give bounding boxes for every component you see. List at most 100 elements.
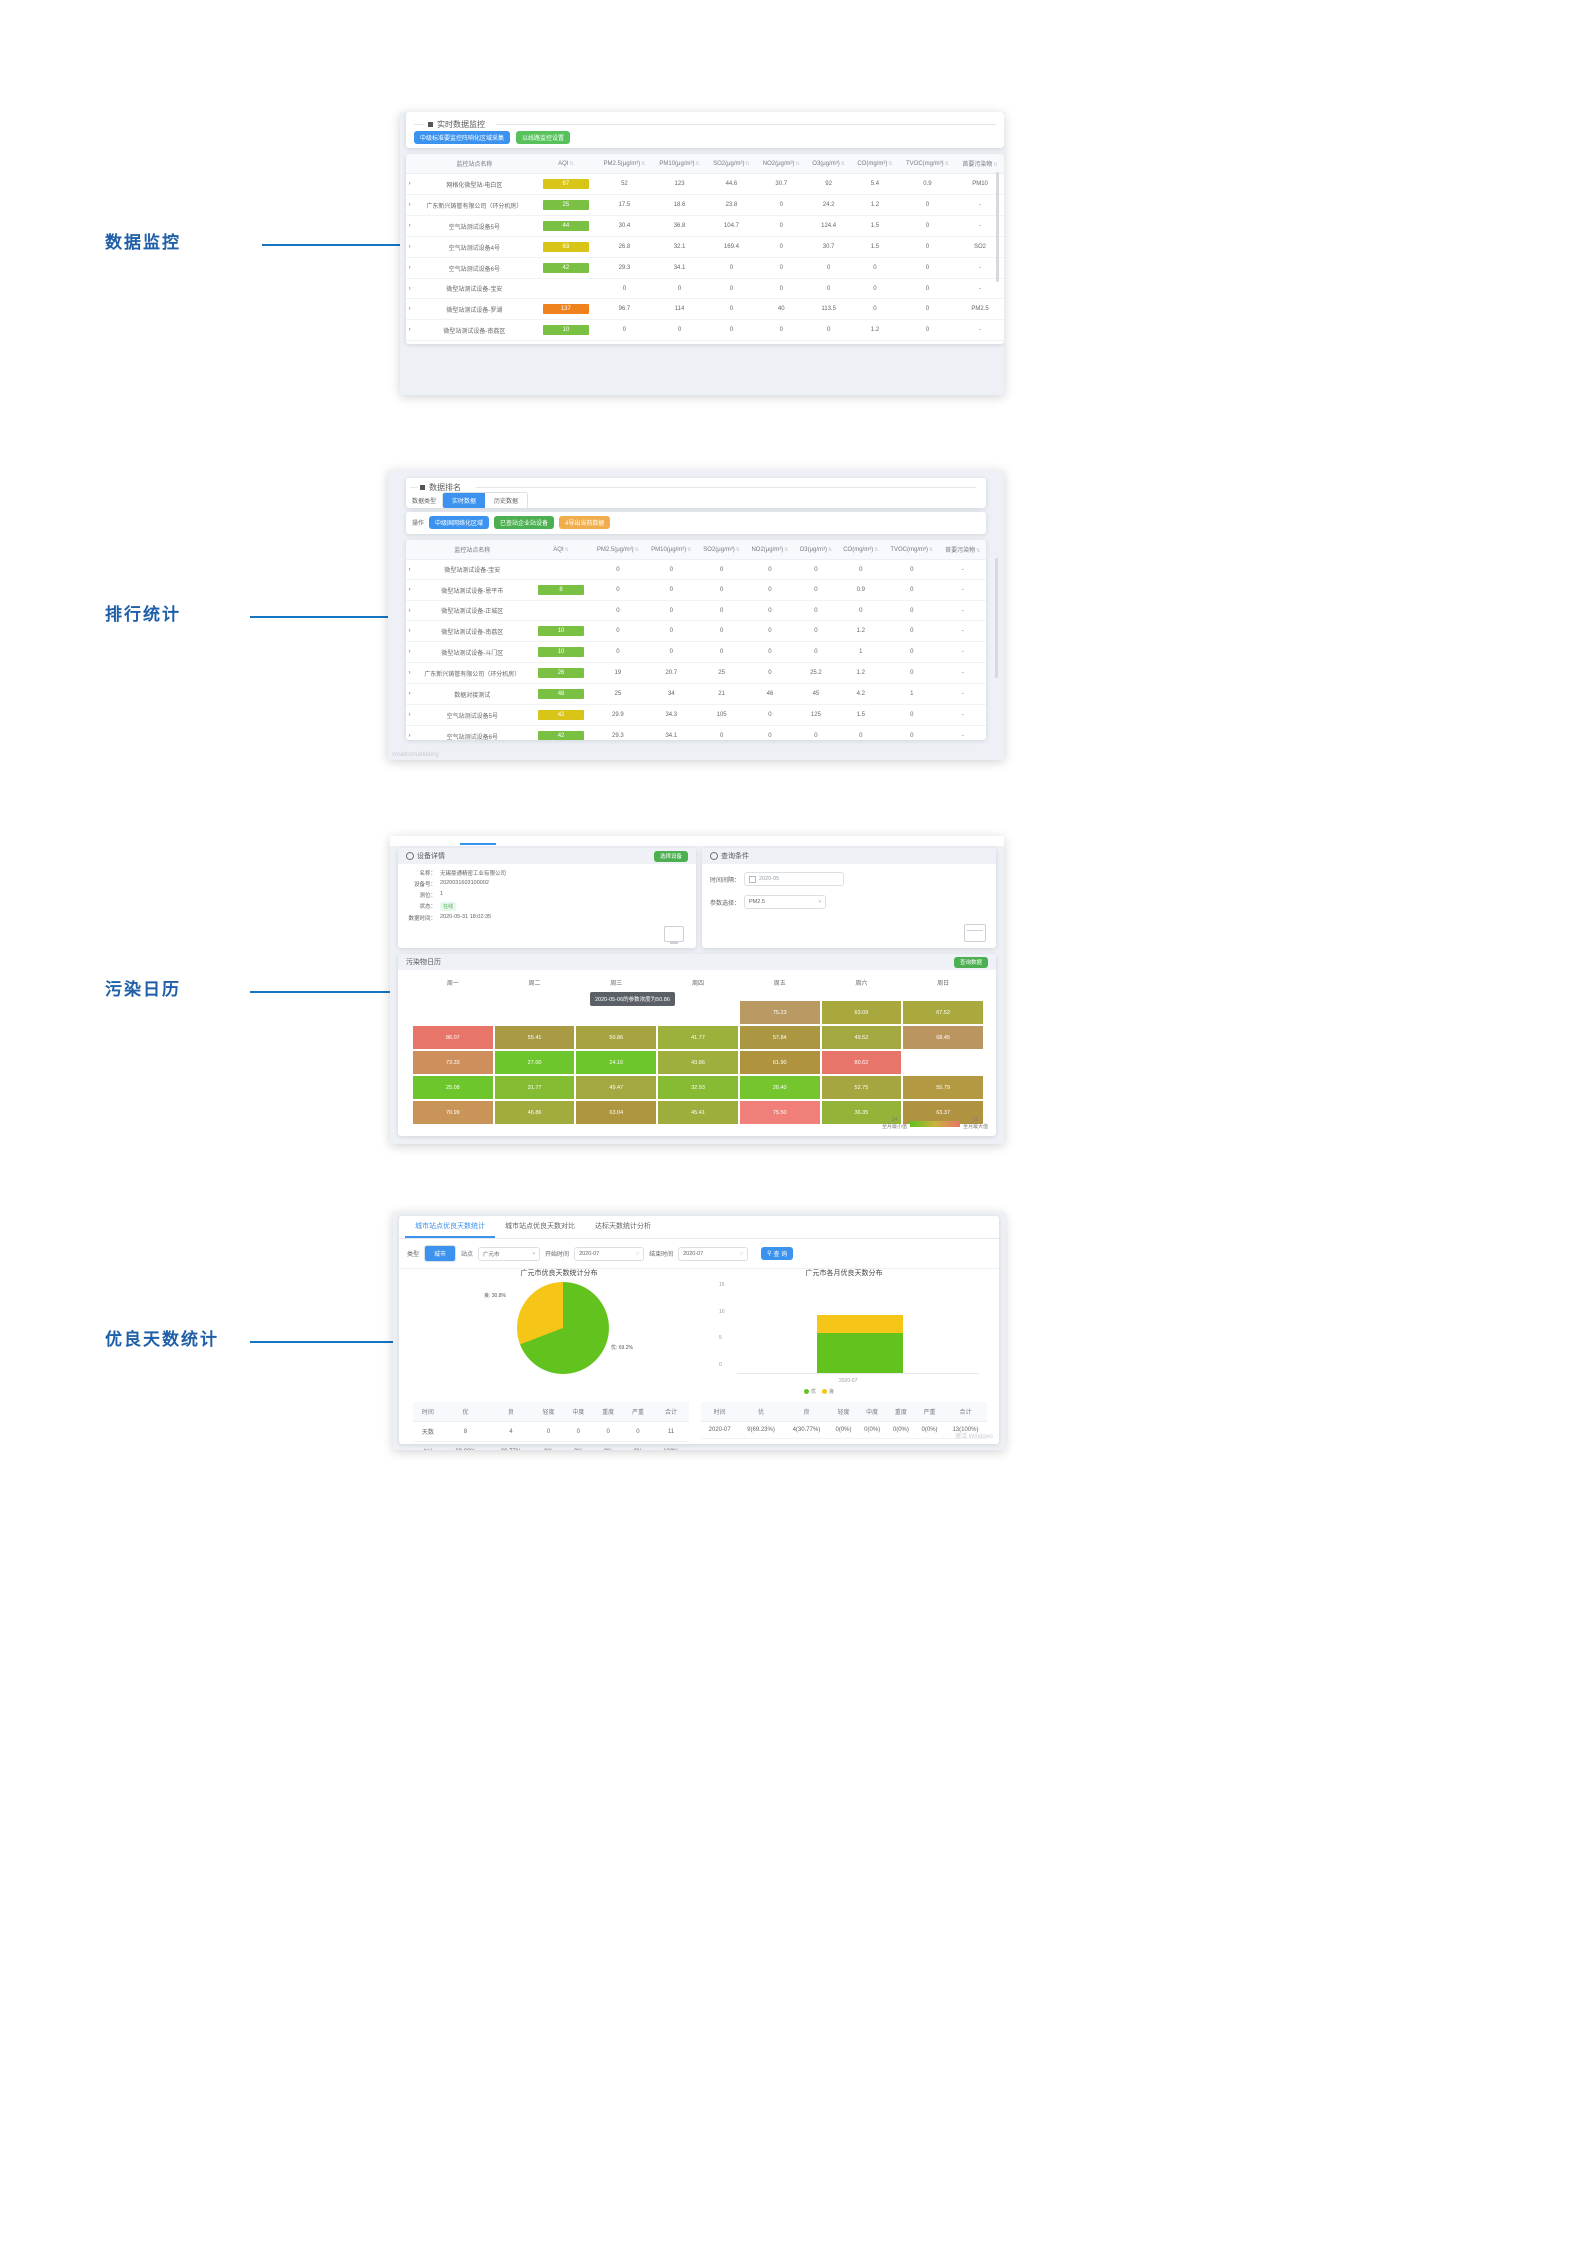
data-type-segmented[interactable]: 实时数据 历史数据 [442,492,529,509]
calendar-cell[interactable]: 57.84 [738,1025,821,1050]
table-row[interactable]: › 网格化微型站-电白区 87 52 123 44.6 30.7 92 5.4 0.9 PM10 [406,173,1004,195]
calendar-cell[interactable]: 32.93 [657,1075,739,1100]
row-expander[interactable]: › [406,340,414,344]
bar-stack-2020-07[interactable] [817,1315,903,1373]
calendar-cell[interactable]: 27.00 [493,1050,576,1075]
table-col-4[interactable]: SO2(μg/m³)⇅ [706,154,757,174]
calendar-cell[interactable]: 28.40 [738,1075,821,1100]
op-enterprise-button[interactable]: 已查站企业站设备 [494,516,555,529]
table-col-6[interactable]: O3(μg/m³)⇅ [794,540,838,560]
sort-icon[interactable]: ⇅ [784,546,789,553]
sort-icon[interactable]: ⇅ [569,160,574,167]
table-col-6[interactable]: O3(μg/m³)⇅ [806,154,852,174]
row-expander[interactable]: › [406,725,414,740]
calendar-cell[interactable]: 46.86 [493,1100,576,1125]
seg-realtime[interactable]: 实时数据 [443,493,486,508]
filter-station-select[interactable]: 广元市 ▾ [478,1246,541,1261]
select-device-button[interactable]: 选择设备 [653,850,688,862]
row-expander[interactable]: › [406,319,414,341]
calendar-cell[interactable] [412,1000,494,1025]
table-row[interactable]: › 微型站测试设备-南荔区 10 0 0 0 0 0 1.2 0- [406,620,986,642]
sort-icon[interactable]: ⇅ [874,546,879,553]
table-col-8[interactable]: TVOC(mg/m³)⇅ [884,540,940,560]
query-data-button[interactable]: 查询数据 [953,956,988,968]
calendar-cell[interactable]: 31.77 [493,1075,576,1100]
table-col-4[interactable]: SO2(μg/m³)⇅ [697,540,746,560]
search-button[interactable]: ⚲ 查 询 [761,1247,794,1260]
tab-城市站点优良天数统计[interactable]: 城市站点优良天数统计 [405,1216,495,1238]
region-collect-button[interactable]: 中级标准要监控阵响化区域采集 [414,131,511,144]
sort-icon[interactable]: ⇅ [634,546,639,553]
row-expander[interactable]: › [406,579,414,601]
calendar-cell[interactable]: 43.86 [657,1050,739,1075]
table-col-9[interactable]: 首要污染物⇅ [939,540,986,560]
calendar-cell[interactable] [902,1050,984,1075]
table-row[interactable]: › 微型站测试设备-南荔区 10 0 0 0 0 0 1.2 0- [406,319,1004,341]
sort-icon[interactable]: ⇅ [976,548,981,554]
legend-item-良[interactable]: 良 [822,1388,834,1395]
sort-icon[interactable]: ⇅ [695,160,700,167]
sort-icon[interactable]: ⇅ [745,160,750,167]
calendar-cell[interactable]: 52.75 [820,1075,903,1100]
tab-达标天数统计分析[interactable]: 达标天数统计分析 [595,1223,651,1230]
table-row[interactable]: › 数据对接测试 48 25 34 21 46 45 4.2 1- [406,683,986,705]
calendar-cell[interactable]: 61.90 [738,1050,821,1075]
row-expander[interactable]: › [406,641,414,663]
calendar-cell[interactable]: 73.33 [412,1050,494,1075]
calendar-cell[interactable]: 36.35 [820,1100,903,1125]
calendar-cell[interactable]: 50.86 [575,1025,658,1050]
table-col-0[interactable]: 监控站点名称 [413,540,532,560]
table-col-9[interactable]: 首要污染物⇅ [956,154,1004,174]
table-row[interactable]: › 广东新兴铸管有限公司（环分机房） 25 17.5 18.6 23.8 0 24.2 1.2 0… [406,194,1004,216]
calendar-cell[interactable] [494,1000,576,1025]
row-expander[interactable]: › [406,194,414,216]
vertical-scrollbar-1[interactable] [996,172,999,282]
param-select-input[interactable]: PM2.5 ▾ [744,895,827,909]
seg-history[interactable]: 历史数据 [485,493,528,508]
row-expander[interactable]: › [406,215,414,237]
legend-item-优[interactable]: 优 [804,1388,816,1395]
calendar-cell[interactable]: 70.99 [412,1100,494,1125]
calendar-cell[interactable]: 49.47 [575,1075,658,1100]
sort-icon[interactable]: ⇅ [993,162,998,168]
table-col-0[interactable]: 监控站点名称 [413,154,536,174]
table-row[interactable]: › 微型站测试设备-正城区 0 0 0 0 0 0 0- [406,600,986,621]
row-expander[interactable]: › [406,683,414,705]
row-expander[interactable]: › [406,278,414,299]
table-row[interactable]: › 微型站测试设备-罗湖 137 96.7 114 0 40 113.5 0 0 PM2.5 [406,298,1004,320]
table-row[interactable]: › 广东新兴铸管有限公司（环分机房） 26 19 20.7 25 0 25.2 1.2 0- [406,662,986,684]
table-col-5[interactable]: NO2(μg/m³)⇅ [756,154,807,174]
table-col-2[interactable]: PM2.5(μg/m³)⇅ [596,154,653,174]
calendar-cell[interactable]: 75.23 [738,1000,821,1025]
sort-icon[interactable]: ⇅ [840,160,845,167]
row-expander[interactable]: › [406,257,414,279]
table-row[interactable]: › 微型站测试设备-宝安 0 0 0 0 0 0 0- [406,278,1004,299]
table-col-3[interactable]: PM10(μg/m³)⇅ [652,154,707,174]
sort-icon[interactable]: ⇅ [928,546,934,553]
row-expander[interactable]: › [406,600,414,621]
vertical-scrollbar-2[interactable] [995,558,998,678]
seg-city[interactable]: 城市 [425,1246,456,1261]
table-col-7[interactable]: CO(mg/m³)⇅ [837,540,885,560]
table-col-1[interactable]: AQI⇅ [531,540,591,560]
op-region-button[interactable]: 中级国网络化区域 [429,516,490,529]
calendar-cell[interactable]: 41.77 [657,1025,739,1050]
calendar-cell[interactable]: 63.09 [820,1000,903,1025]
sort-icon[interactable]: ⇅ [888,160,893,167]
table-row[interactable]: › 空气站测试设备6号 42 29.3 34.1 0 0 0 0 0- [406,725,986,740]
table-row[interactable]: › 空气站测试设备5号 42 29.9 34.3 105 0 125 1.5 0- [406,704,986,726]
table-row[interactable]: › 微型站测试设备-宝安 0 0 0 0 0 0 0- [406,559,986,580]
sort-icon[interactable]: ⇅ [795,160,800,167]
calendar-cell[interactable]: 49.52 [820,1025,903,1050]
sort-icon[interactable]: ⇅ [564,546,569,553]
calendar-cell[interactable]: 86.07 [412,1025,494,1050]
table-col-7[interactable]: CO(mg/m³)⇅ [851,154,899,174]
table-row[interactable]: › 空气站测试设备5号 44 30.4 36.8 104.7 0 124.4 1.5 0- [406,215,1004,237]
calendar-cell[interactable]: 68.45 [902,1025,984,1050]
row-expander[interactable]: › [406,704,414,726]
calendar-cell[interactable]: 55.79 [902,1075,984,1100]
calendar-cell[interactable]: 55.41 [493,1025,576,1050]
calendar-cell[interactable]: 67.52 [902,1000,984,1025]
